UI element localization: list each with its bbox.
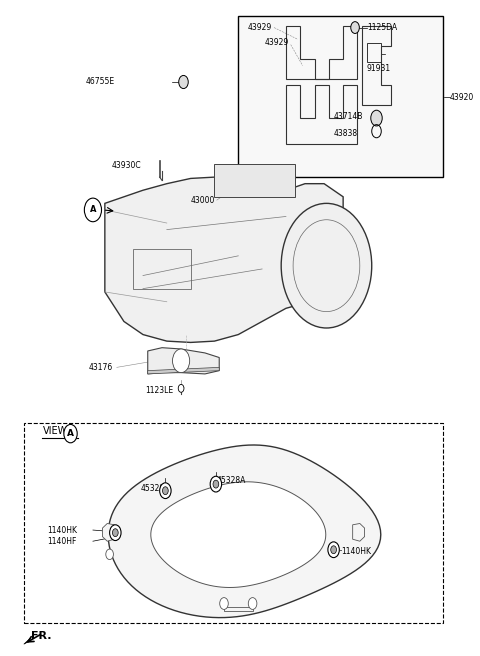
Polygon shape [24, 638, 31, 644]
Text: 1125DA: 1125DA [367, 23, 397, 32]
Circle shape [220, 598, 228, 609]
Polygon shape [215, 164, 296, 197]
Polygon shape [148, 367, 219, 374]
Circle shape [172, 349, 190, 373]
Circle shape [160, 483, 171, 499]
Text: 43929: 43929 [248, 23, 272, 32]
Circle shape [210, 476, 222, 492]
Text: 45328A: 45328A [141, 484, 170, 493]
Text: 43838: 43838 [334, 129, 358, 138]
Polygon shape [148, 348, 219, 374]
Text: 43930C: 43930C [112, 161, 142, 170]
Text: 43929: 43929 [264, 38, 289, 47]
Circle shape [112, 529, 118, 537]
Text: 1140HK: 1140HK [48, 525, 78, 535]
Polygon shape [353, 523, 365, 541]
Text: 1140HF: 1140HF [48, 537, 77, 546]
Text: FR.: FR. [31, 631, 51, 642]
Text: 43714B: 43714B [334, 112, 363, 121]
Circle shape [248, 598, 257, 609]
Text: A: A [90, 205, 96, 215]
Text: 91931: 91931 [367, 64, 391, 73]
Circle shape [106, 549, 113, 560]
Circle shape [281, 203, 372, 328]
Text: 43920: 43920 [450, 92, 474, 102]
Circle shape [178, 384, 184, 392]
Text: 45328A: 45328A [217, 476, 246, 485]
Text: A: A [67, 429, 74, 438]
Text: 1140HK: 1140HK [341, 546, 371, 556]
Polygon shape [102, 523, 114, 541]
Text: 43176: 43176 [88, 363, 112, 372]
Text: 1123LE: 1123LE [145, 386, 173, 395]
Circle shape [109, 525, 121, 541]
Text: VIEW: VIEW [43, 426, 68, 436]
Circle shape [213, 480, 219, 488]
Circle shape [331, 546, 336, 554]
Circle shape [351, 22, 360, 33]
Text: 46755E: 46755E [86, 77, 115, 87]
Polygon shape [105, 177, 343, 342]
Circle shape [328, 542, 339, 558]
Polygon shape [224, 607, 252, 611]
Polygon shape [108, 445, 381, 617]
Polygon shape [151, 482, 326, 588]
Text: 43000: 43000 [191, 195, 215, 205]
FancyBboxPatch shape [238, 16, 443, 177]
Circle shape [163, 487, 168, 495]
Circle shape [179, 75, 188, 89]
Circle shape [84, 198, 101, 222]
FancyBboxPatch shape [24, 423, 443, 623]
Circle shape [371, 110, 382, 126]
Circle shape [64, 424, 77, 443]
